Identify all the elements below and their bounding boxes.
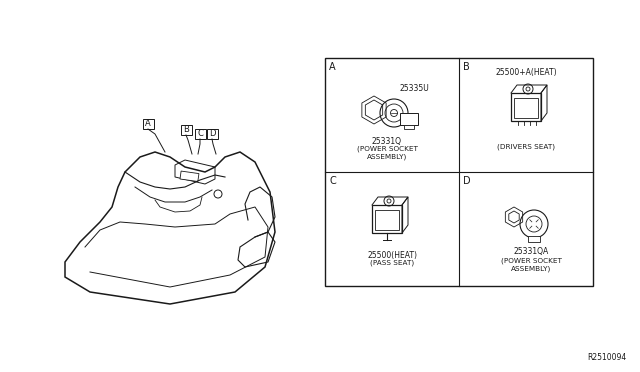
Text: 25331QA: 25331QA (513, 247, 548, 256)
Text: B: B (183, 125, 189, 135)
Bar (195, 129, 205, 139)
Bar (325, 58, 593, 286)
Bar (143, 119, 154, 129)
Text: C: C (197, 129, 203, 138)
Bar (375, 210, 399, 230)
Text: C: C (329, 176, 336, 186)
Text: (POWER SOCKET: (POWER SOCKET (500, 257, 561, 263)
Bar (511, 93, 541, 121)
Text: (DRIVERS SEAT): (DRIVERS SEAT) (497, 143, 555, 150)
Text: 25335U: 25335U (399, 84, 429, 93)
Bar (207, 129, 218, 139)
Bar (528, 236, 540, 242)
Text: ASSEMBLY): ASSEMBLY) (511, 266, 551, 273)
Text: (PASS SEAT): (PASS SEAT) (370, 260, 414, 266)
Text: 25500+A(HEAT): 25500+A(HEAT) (495, 68, 557, 77)
Bar (372, 205, 402, 233)
Text: A: A (329, 62, 335, 72)
Text: D: D (463, 176, 470, 186)
Text: A: A (145, 119, 151, 128)
Text: ASSEMBLY): ASSEMBLY) (367, 154, 407, 160)
Bar (404, 125, 414, 129)
Text: D: D (209, 129, 215, 138)
Text: 25331Q: 25331Q (372, 137, 402, 146)
Bar (514, 98, 538, 118)
Bar (400, 113, 418, 125)
Text: B: B (463, 62, 470, 72)
Bar (180, 171, 199, 182)
Bar (180, 125, 191, 135)
Text: R2510094: R2510094 (588, 353, 627, 362)
Text: (POWER SOCKET: (POWER SOCKET (356, 146, 417, 153)
Text: 25500(HEAT): 25500(HEAT) (367, 251, 417, 260)
